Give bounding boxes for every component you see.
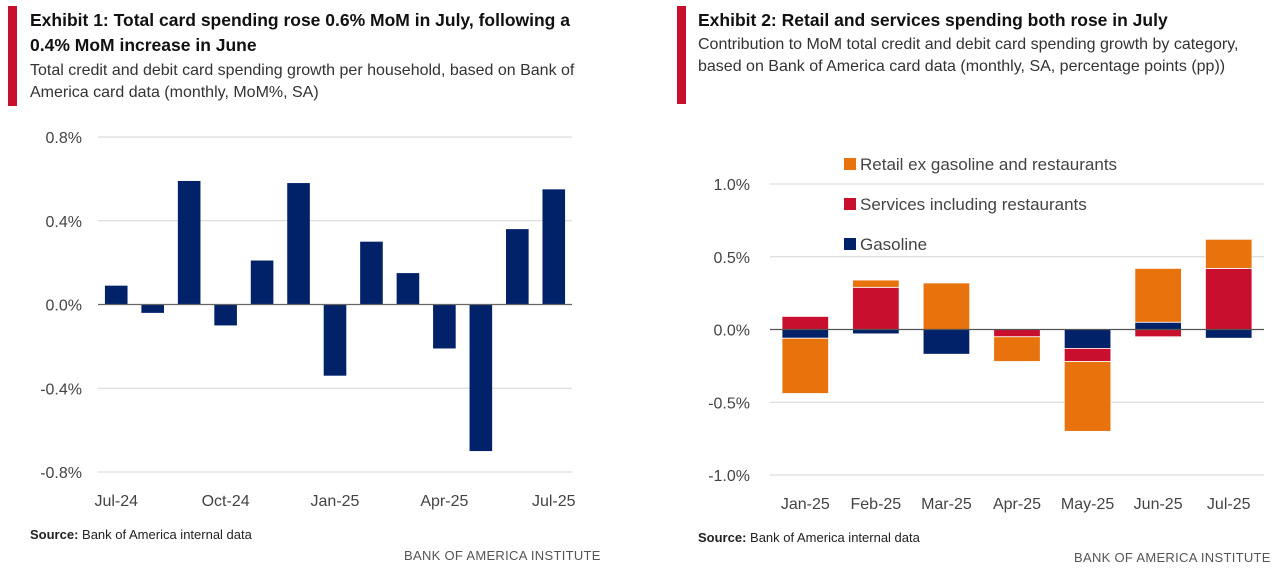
bar-segment-services-including-restaurants-Jun-25	[1134, 329, 1182, 338]
exhibit-2-panel: Exhibit 2: Retail and services spending …	[672, 0, 1278, 580]
x-tick-label: May-25	[1061, 496, 1114, 513]
bar-Mar-25	[396, 273, 420, 305]
bar-segment-gasoline-Jul-25	[1205, 329, 1253, 339]
x-tick-label: Mar-25	[921, 496, 972, 513]
legend-label: Retail ex gasoline and restaurants	[860, 155, 1117, 174]
exhibit-1-subtitle: Total credit and debit card spending gro…	[30, 62, 575, 101]
exhibit-2-title: Exhibit 2: Retail and services spending …	[698, 10, 1168, 30]
y-tick-label: -0.8%	[40, 465, 82, 482]
y-tick-label: 0.0%	[46, 298, 82, 315]
y-tick-label: 0.5%	[714, 250, 750, 267]
bar-May-25	[469, 304, 493, 452]
bar-Apr-25	[433, 304, 456, 349]
x-tick-label: Feb-25	[851, 496, 902, 513]
bar-segment-retail-ex-gasoline-and-restaurants-May-25	[1063, 361, 1112, 432]
bar-Nov-24	[250, 260, 274, 305]
exhibit-1-source-text: Bank of America internal data	[82, 527, 252, 542]
y-tick-label: 0.4%	[46, 214, 82, 231]
y-tick-label: 0.0%	[714, 323, 750, 340]
bar-segment-services-including-restaurants-Jan-25	[781, 316, 829, 330]
bar-Jun-25	[506, 229, 529, 305]
bar-segment-retail-ex-gasoline-and-restaurants-Jun-25	[1134, 267, 1182, 323]
legend-label: Gasoline	[860, 235, 927, 254]
bar-segment-retail-ex-gasoline-and-restaurants-Jan-25	[781, 337, 829, 394]
y-tick-label: -0.5%	[708, 395, 750, 412]
exhibit-1-accent-bar	[8, 6, 17, 106]
bar-Oct-24	[214, 304, 237, 326]
bar-Aug-24	[141, 304, 164, 313]
y-tick-label: -1.0%	[708, 468, 750, 485]
bar-segment-gasoline-May-25	[1063, 329, 1112, 349]
exhibit-2-subtitle: Contribution to MoM total credit and deb…	[698, 36, 1239, 75]
exhibit-2-brand: BANK OF AMERICA INSTITUTE	[1074, 550, 1271, 565]
bar-Sep-24	[177, 180, 201, 305]
exhibit-2-accent-bar	[677, 6, 686, 104]
legend-swatch	[844, 198, 856, 210]
exhibit-2-source-label: Source:	[698, 530, 747, 545]
x-tick-label: Jul-25	[532, 493, 576, 510]
x-tick-label: Jul-25	[1207, 496, 1251, 513]
exhibit-1-title: Exhibit 1: Total card spending rose 0.6%…	[30, 10, 570, 55]
bar-segment-services-including-restaurants-May-25	[1063, 348, 1112, 362]
y-tick-label: 0.8%	[46, 130, 82, 147]
x-tick-label: Jul-24	[94, 493, 138, 510]
bar-segment-gasoline-Jan-25	[781, 329, 829, 339]
x-tick-label: Jan-25	[781, 496, 830, 513]
bar-segment-retail-ex-gasoline-and-restaurants-Apr-25	[993, 336, 1041, 362]
exhibit-1-chart: 0.8% 0.4% 0.0% -0.4% -0.8% Jul-24 Oct-24 Jan-25…	[40, 130, 576, 510]
bar-segment-services-including-restaurants-Jul-25	[1205, 267, 1253, 330]
exhibit-2-source-text: Bank of America internal data	[750, 530, 920, 545]
bar-Dec-24	[287, 183, 310, 305]
y-tick-label: -0.4%	[40, 381, 82, 398]
legend-swatch	[844, 238, 856, 250]
exhibit-2-source: Source: Bank of America internal data	[698, 530, 920, 545]
bar-segment-gasoline-Jun-25	[1134, 321, 1182, 330]
bar-segment-services-including-restaurants-Feb-25	[852, 286, 900, 330]
x-tick-label: Jun-25	[1134, 496, 1183, 513]
exhibit-1-brand: BANK OF AMERICA INSTITUTE	[404, 548, 601, 563]
legend-label: Services including restaurants	[860, 195, 1087, 214]
exhibit-1-source-label: Source:	[30, 527, 79, 542]
x-tick-label: Apr-25	[420, 493, 468, 510]
x-tick-label: Oct-24	[202, 493, 250, 510]
legend-swatch	[844, 158, 856, 170]
bar-segment-retail-ex-gasoline-and-restaurants-Mar-25	[922, 282, 971, 330]
exhibit-2-chart: 1.0% 0.5% 0.0% -0.5% -1.0% Jan-25 Feb-25 Mar-25…	[708, 155, 1264, 513]
bar-Jul-25	[542, 189, 566, 305]
exhibit-1-source: Source: Bank of America internal data	[30, 527, 252, 542]
x-tick-label: Jan-25	[311, 493, 360, 510]
bar-Jul-24	[104, 285, 128, 305]
y-tick-label: 1.0%	[714, 177, 750, 194]
bar-segment-retail-ex-gasoline-and-restaurants-Jul-25	[1205, 238, 1253, 269]
exhibit-1-panel: Exhibit 1: Total card spending rose 0.6%…	[0, 0, 620, 580]
bar-Feb-25	[360, 241, 383, 305]
bar-segment-gasoline-Feb-25	[852, 329, 900, 335]
bar-segment-gasoline-Mar-25	[922, 329, 971, 355]
bar-segment-services-including-restaurants-Apr-25	[993, 329, 1041, 338]
bar-Jan-25	[323, 304, 347, 376]
x-tick-label: Apr-25	[993, 496, 1041, 513]
bar-segment-retail-ex-gasoline-and-restaurants-Feb-25	[852, 279, 900, 288]
